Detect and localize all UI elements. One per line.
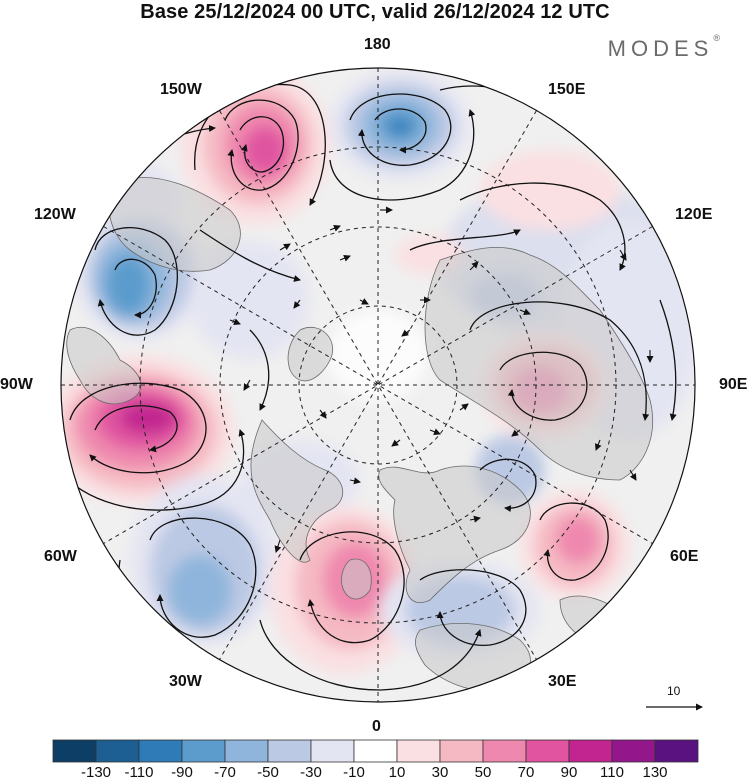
colorbar-tick-label: 130 bbox=[642, 764, 668, 781]
map-title: Base 25/12/2024 00 UTC, valid 26/12/2024… bbox=[140, 1, 610, 23]
colorbar-tick-label: 70 bbox=[517, 764, 535, 781]
lon-label-180: 180 bbox=[364, 36, 391, 53]
colorbar-swatch bbox=[611, 739, 656, 763]
lon-label-30w: 30W bbox=[169, 673, 202, 690]
colorbar-swatch bbox=[95, 739, 140, 763]
colorbar-tick-label: -90 bbox=[171, 764, 193, 781]
lon-label-120e: 120E bbox=[675, 206, 713, 223]
colorbar-tick-label: 50 bbox=[474, 764, 492, 781]
lon-label-90e: 90E bbox=[719, 376, 748, 393]
brand-name: MODES bbox=[607, 36, 714, 61]
colorbar-swatch bbox=[482, 739, 527, 763]
colorbar bbox=[52, 739, 699, 763]
colorbar-tick-label: 10 bbox=[388, 764, 406, 781]
colorbar-tick-label: -10 bbox=[343, 764, 365, 781]
lon-label-120w: 120W bbox=[34, 206, 76, 223]
colorbar-tick-label: -110 bbox=[124, 764, 154, 781]
lon-label-30e: 30E bbox=[548, 673, 577, 690]
colorbar-tick-label: 110 bbox=[600, 764, 624, 781]
reference-vector-label: 10 bbox=[667, 684, 681, 698]
colorbar-swatch bbox=[267, 739, 312, 763]
colorbar-tick-label: -30 bbox=[300, 764, 322, 781]
colorbar-swatch bbox=[181, 739, 226, 763]
lon-label-150e: 150E bbox=[548, 81, 586, 98]
map-boundary bbox=[60, 67, 696, 703]
registered-mark: ® bbox=[713, 33, 720, 43]
colorbar-swatch bbox=[654, 739, 699, 763]
colorbar-tick-label: -130 bbox=[80, 764, 112, 781]
lon-label-90w: 90W bbox=[0, 376, 33, 393]
wind-arrows bbox=[229, 206, 654, 553]
lon-label-60e: 60E bbox=[670, 548, 699, 565]
colorbar-swatch bbox=[310, 739, 355, 763]
colorbar-swatch bbox=[224, 739, 269, 763]
colorbar-swatch bbox=[52, 739, 97, 763]
colorbar-swatch bbox=[568, 739, 613, 763]
lon-label-60w: 60W bbox=[44, 548, 77, 565]
colorbar-swatch bbox=[138, 739, 183, 763]
lon-label-150w: 150W bbox=[160, 81, 202, 98]
colorbar-swatch bbox=[439, 739, 484, 763]
colorbar-tick-label: 30 bbox=[431, 764, 449, 781]
colorbar-swatch bbox=[353, 739, 398, 763]
colorbar-tick-label: -50 bbox=[257, 764, 279, 781]
colorbar-tick-label: -70 bbox=[214, 764, 236, 781]
modes-logo: MODES® bbox=[607, 33, 720, 62]
colorbar-swatch bbox=[396, 739, 441, 763]
lon-label-0: 0 bbox=[372, 718, 381, 735]
colorbar-swatch bbox=[525, 739, 570, 763]
colorbar-tick-label: 90 bbox=[560, 764, 578, 781]
graticule bbox=[61, 68, 695, 702]
